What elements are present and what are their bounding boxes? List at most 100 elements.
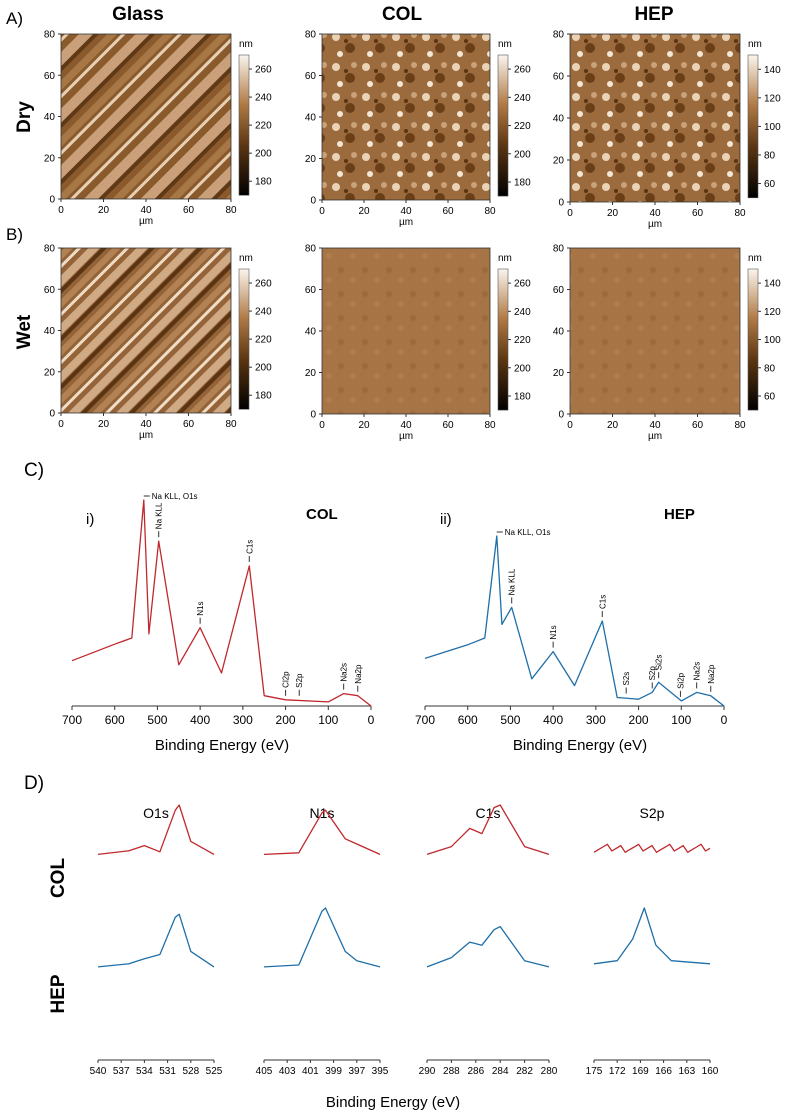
column-title-col: COL xyxy=(382,4,423,25)
afm-xtick-label: 0 xyxy=(319,420,325,431)
afm-xtick-label: 40 xyxy=(400,206,412,217)
peak-label: Na2s xyxy=(693,662,702,681)
survey-xtick-label: 200 xyxy=(276,713,296,727)
hires-xtick-label: 401 xyxy=(302,1066,319,1077)
afm-ytick-label: 40 xyxy=(305,113,317,124)
panel-c-label: C) xyxy=(24,460,44,481)
afm-xtick-label: 20 xyxy=(607,208,619,219)
colorbar-glass-wet xyxy=(238,268,250,410)
colorbar-tick-label: 140 xyxy=(764,279,781,290)
row-label-wet: Wet xyxy=(14,314,35,349)
afm-ytick-label: 20 xyxy=(553,156,565,167)
peak-label: Na KLL, O1s xyxy=(152,492,198,501)
colorbar-col-dry xyxy=(497,54,509,197)
colorbar-hep-dry xyxy=(747,54,759,199)
afm-axis-label: µm xyxy=(139,430,153,441)
colorbar-tick-label: 200 xyxy=(255,363,272,374)
colorbar-tick-label: 200 xyxy=(514,363,531,374)
afm-xtick-label: 40 xyxy=(140,419,152,430)
afm-image-hep-wet xyxy=(570,248,740,414)
colorbar-unit: nm xyxy=(498,39,512,50)
hires-line-o1s-col xyxy=(97,804,215,856)
peak-label: S2s xyxy=(622,672,631,686)
colorbar-tick-label: 180 xyxy=(255,177,272,188)
region-title-o1s: O1s xyxy=(143,805,169,821)
colorbar-tick-label: 200 xyxy=(514,149,531,160)
hires-xtick-label: 534 xyxy=(136,1066,153,1077)
afm-xtick-label: 0 xyxy=(567,208,573,219)
colorbar-tick-label: 100 xyxy=(764,335,781,346)
hires-xtick-label: 537 xyxy=(113,1066,130,1077)
afm-xtick-label: 0 xyxy=(567,420,573,431)
afm-axis-label: µm xyxy=(648,431,662,442)
panel-d-xlabel: Binding Energy (eV) xyxy=(326,1094,460,1111)
hires-xtick-label: 540 xyxy=(90,1066,107,1077)
colorbar-unit: nm xyxy=(498,253,512,264)
colorbar-hep-wet xyxy=(747,268,759,411)
afm-ytick-label: 40 xyxy=(553,327,565,338)
peak-label: Na KLL xyxy=(155,502,164,529)
hires-xtick-label: 288 xyxy=(443,1066,460,1077)
survey-xtick-label: 300 xyxy=(233,713,253,727)
peak-label: C1s xyxy=(598,595,607,609)
peak-label: C1s xyxy=(245,540,254,554)
survey-xtick-label: 700 xyxy=(415,713,435,727)
column-title-glass: Glass xyxy=(112,4,164,25)
survey-xtick-label: 600 xyxy=(458,713,478,727)
afm-ytick-label: 0 xyxy=(558,198,564,209)
afm-image-col-wet xyxy=(322,248,490,414)
afm-xtick-label: 40 xyxy=(140,205,152,216)
hires-xtick-label: 160 xyxy=(702,1066,719,1077)
afm-image-hep-dry xyxy=(570,34,740,202)
afm-ytick-label: 60 xyxy=(44,71,56,82)
afm-xtick-label: 60 xyxy=(442,206,454,217)
peak-label: Na2p xyxy=(354,664,363,684)
survey-line-hep xyxy=(424,535,725,707)
afm-ytick-label: 0 xyxy=(310,410,316,421)
colorbar-tick-label: 260 xyxy=(514,65,531,76)
hires-xtick-label: 284 xyxy=(492,1066,509,1077)
colorbar-tick-label: 180 xyxy=(514,177,531,188)
peak-label: S2p xyxy=(648,666,657,681)
afm-ytick-label: 80 xyxy=(305,244,317,255)
survey-xtick-label: 100 xyxy=(318,713,338,727)
afm-ytick-label: 80 xyxy=(553,30,565,41)
hires-xtick-label: 286 xyxy=(467,1066,484,1077)
colorbar-unit: nm xyxy=(748,39,762,50)
peak-label: N1s xyxy=(196,601,205,615)
afm-axis-label: µm xyxy=(139,216,153,227)
afm-xtick-label: 20 xyxy=(358,206,370,217)
afm-ytick-label: 60 xyxy=(44,285,56,296)
colorbar-tick-label: 240 xyxy=(255,93,272,104)
hires-xtick-label: 169 xyxy=(632,1066,649,1077)
afm-xtick-label: 40 xyxy=(649,208,661,219)
afm-axis-label: µm xyxy=(399,431,413,442)
hires-xtick-label: 528 xyxy=(182,1066,199,1077)
peak-label: N1s xyxy=(549,625,558,639)
colorbar-tick-label: 220 xyxy=(514,335,531,346)
afm-xtick-label: 80 xyxy=(225,419,237,430)
afm-xtick-label: 20 xyxy=(98,205,110,216)
afm-ytick-label: 20 xyxy=(305,368,317,379)
colorbar-tick-label: 100 xyxy=(764,122,781,133)
colorbar-tick-label: 220 xyxy=(255,335,272,346)
survey-xtick-label: 100 xyxy=(671,713,691,727)
peak-label: Si2p xyxy=(676,672,685,689)
peak-label: Na KLL, O1s xyxy=(505,528,551,537)
survey-xtick-label: 400 xyxy=(190,713,210,727)
colorbar-tick-label: 60 xyxy=(764,179,776,190)
afm-ytick-label: 0 xyxy=(310,196,316,207)
afm-xtick-label: 40 xyxy=(649,420,661,431)
colorbar-tick-label: 220 xyxy=(514,121,531,132)
hires-line-n1s-col xyxy=(263,809,381,856)
peak-label: Na2s xyxy=(340,663,349,682)
colorbar-unit: nm xyxy=(748,253,762,264)
afm-xtick-label: 40 xyxy=(400,420,412,431)
hires-xtick-label: 175 xyxy=(586,1066,603,1077)
afm-xtick-label: 60 xyxy=(692,208,704,219)
survey-xtick-label: 0 xyxy=(368,713,375,727)
survey-xtick-label: 500 xyxy=(147,713,167,727)
survey-xtick-label: 600 xyxy=(105,713,125,727)
hires-xtick-label: 395 xyxy=(372,1066,389,1077)
